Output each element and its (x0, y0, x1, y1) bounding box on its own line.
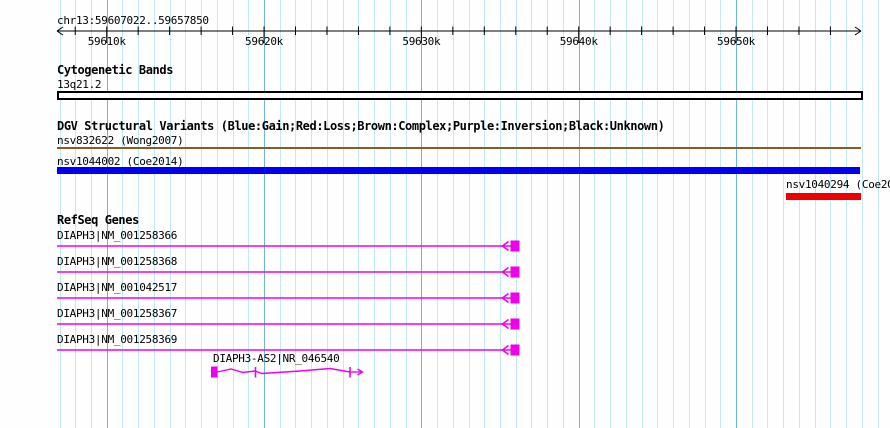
variant-bar[interactable] (57, 167, 860, 174)
cytoband-bar[interactable] (57, 91, 863, 100)
exon-box (510, 266, 520, 277)
strand-arrow-left-icon (501, 266, 509, 277)
gridline-minor (861, 0, 863, 428)
track-title-cytogenetic-bands[interactable]: Cytogenetic Bands (57, 63, 174, 77)
gridline-minor (767, 0, 769, 428)
exon-box (510, 318, 520, 329)
gridline-minor (547, 0, 549, 428)
gridline-minor (248, 0, 250, 428)
gridline-minor (531, 0, 533, 428)
gridline-minor (232, 0, 234, 428)
cytoband-label: 13q21.2 (57, 78, 102, 91)
ruler-tick-label: 59640k (559, 35, 598, 48)
gene-label[interactable]: DIAPH3|NM_001258367 (57, 306, 178, 320)
gridline-minor (342, 0, 344, 428)
gridline-minor (75, 0, 77, 428)
gridline-major (106, 0, 108, 428)
gridline-minor (798, 0, 800, 428)
gridline-minor (216, 0, 218, 428)
variant-label[interactable]: nsv832622 (Wong2007) (57, 134, 184, 147)
gene-feature[interactable] (0, 264, 540, 280)
gridline-minor (468, 0, 470, 428)
gridline-major (736, 0, 738, 428)
gridline-minor (185, 0, 187, 428)
strand-arrow-left-icon (501, 318, 509, 329)
gridline-minor (720, 0, 722, 428)
gridline-minor (846, 0, 848, 428)
gridline-minor (641, 0, 643, 428)
gridline-minor (704, 0, 706, 428)
ruler-axis[interactable] (0, 0, 890, 50)
ruler-tick-label: 59620k (245, 35, 283, 48)
ruler-ticks (56, 26, 862, 43)
gene-feature[interactable] (0, 238, 540, 254)
exon-box (510, 240, 520, 251)
gridline-major (578, 0, 580, 428)
gene-label[interactable]: DIAPH3|NM_001042517 (57, 280, 178, 294)
gridline-minor (201, 0, 203, 428)
gridline-minor (90, 0, 92, 428)
gridline-minor (295, 0, 297, 428)
gridline-minor (657, 0, 659, 428)
strand-arrow-left-icon (501, 344, 509, 355)
gridline-minor (452, 0, 454, 428)
gridline-minor (830, 0, 832, 428)
ruler-tick-label: 59610k (87, 35, 126, 48)
gridline-minor (279, 0, 281, 428)
gridline-minor (625, 0, 627, 428)
gridline-minor (59, 0, 61, 428)
gridline-minor (326, 0, 328, 428)
gridline-minor (673, 0, 675, 428)
gridline-minor (877, 0, 879, 428)
gridline-minor (500, 0, 502, 428)
exon-box (211, 366, 218, 378)
gridline-minor (594, 0, 596, 428)
gridline-minor (153, 0, 155, 428)
track-title-dgv-structural-variants[interactable]: DGV Structural Variants (Blue:Gain;Red:L… (57, 119, 665, 133)
exon-box (510, 292, 520, 303)
gridline-minor (405, 0, 407, 428)
gene-feature[interactable] (0, 366, 400, 380)
variant-label[interactable]: nsv1044002 (Coe2014) (57, 155, 184, 168)
gridline-minor (484, 0, 486, 428)
exon-box (510, 344, 520, 355)
gridline-minor (122, 0, 124, 428)
gridline-minor (751, 0, 753, 428)
gene-label[interactable]: DIAPH3|NM_001258369 (57, 332, 178, 346)
gridline-minor (358, 0, 360, 428)
gene-feature[interactable] (0, 290, 540, 306)
gridline-minor (437, 0, 439, 428)
strand-arrow-left-icon (501, 292, 509, 303)
strand-arrow-right-icon (357, 368, 364, 376)
gene-feature[interactable] (0, 342, 540, 358)
gridline-minor (374, 0, 376, 428)
ruler-tick-label: 59650k (717, 35, 755, 48)
variant-bar[interactable] (786, 193, 861, 200)
region-coordinates: chr13:59607022..59657850 (57, 14, 209, 27)
gridline-minor (515, 0, 517, 428)
gridline-minor (688, 0, 690, 428)
variant-label[interactable]: nsv1040294 (Coe2014) (786, 178, 890, 191)
track-title-refseq-genes[interactable]: RefSeq Genes (57, 213, 139, 227)
gene-label[interactable]: DIAPH3|NM_001258368 (57, 254, 178, 268)
variant-bar[interactable] (57, 147, 861, 149)
gridline-minor (389, 0, 391, 428)
gridline-major (421, 0, 423, 428)
gridline-minor (138, 0, 140, 428)
gene-feature[interactable] (0, 316, 540, 332)
gridline-minor (814, 0, 816, 428)
gene-label[interactable]: DIAPH3-AS2|NR_046540 (213, 352, 340, 365)
gridline-minor (783, 0, 785, 428)
gridline-major (264, 0, 266, 428)
gridline-minor (610, 0, 612, 428)
gridline-minor (169, 0, 171, 428)
ruler-tick-label: 59630k (402, 35, 441, 48)
gridline-minor (311, 0, 313, 428)
strand-arrow-left-icon (501, 240, 509, 251)
gridline-minor (562, 0, 564, 428)
gene-label[interactable]: DIAPH3|NM_001258366 (57, 228, 178, 242)
